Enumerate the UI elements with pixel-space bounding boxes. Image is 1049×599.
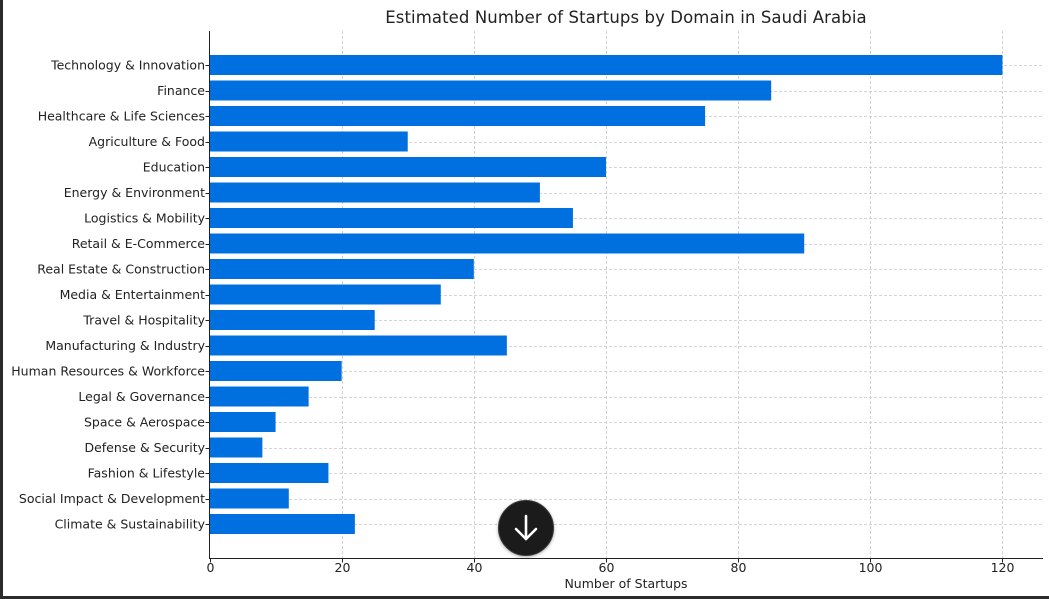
x-tick-label: 100 bbox=[859, 560, 883, 575]
y-tick-label: Climate & Sustainability bbox=[55, 517, 206, 532]
x-tick-label: 120 bbox=[991, 560, 1015, 575]
bar bbox=[209, 106, 706, 126]
bar bbox=[209, 514, 355, 534]
y-tick-label: Defense & Security bbox=[84, 440, 205, 455]
bar bbox=[209, 437, 263, 458]
x-tick-labels: 0 20 40 60 80 100 120 bbox=[207, 558, 1015, 575]
y-tick-label: Healthcare & Life Sciences bbox=[38, 109, 205, 124]
y-tick-label: Legal & Governance bbox=[78, 389, 205, 404]
bar bbox=[209, 412, 276, 432]
bar bbox=[209, 361, 342, 381]
bar bbox=[209, 208, 573, 228]
y-tick-labels: Technology & Innovation Finance Healthcare… bbox=[11, 58, 210, 532]
y-tick-label: Technology & Innovation bbox=[50, 58, 205, 73]
y-tick-label: Logistics & Mobility bbox=[84, 211, 205, 226]
arrow-down-icon bbox=[514, 514, 538, 541]
x-tick-label: 60 bbox=[599, 560, 615, 575]
y-tick-label: Education bbox=[143, 160, 205, 175]
y-tick-label: Human Resources & Workforce bbox=[11, 364, 205, 379]
bars bbox=[209, 55, 1003, 534]
y-tick-label: Social Impact & Development bbox=[19, 491, 205, 506]
bar bbox=[209, 463, 329, 483]
y-tick-label: Agriculture & Food bbox=[89, 134, 205, 149]
axes bbox=[209, 31, 1043, 559]
y-tick-label: Finance bbox=[157, 83, 205, 98]
y-tick-label: Manufacturing & Industry bbox=[45, 338, 205, 353]
y-tick-label: Travel & Hospitality bbox=[82, 313, 205, 328]
y-tick-label: Space & Aerospace bbox=[84, 415, 205, 430]
y-tick-label: Fashion & Lifestyle bbox=[88, 466, 206, 481]
x-tick-label: 0 bbox=[207, 560, 215, 575]
scroll-down-button[interactable] bbox=[498, 500, 554, 556]
x-axis-label: Number of Startups bbox=[564, 576, 687, 591]
bar bbox=[209, 233, 805, 254]
bar bbox=[209, 386, 309, 407]
y-tick-label: Media & Entertainment bbox=[60, 287, 206, 302]
bar bbox=[209, 335, 507, 356]
bar bbox=[209, 80, 772, 101]
bar bbox=[209, 131, 408, 152]
x-tick-label: 20 bbox=[335, 560, 351, 575]
bar bbox=[209, 259, 474, 279]
y-tick-label: Energy & Environment bbox=[64, 185, 205, 200]
x-tick-label: 40 bbox=[467, 560, 483, 575]
x-tick-label: 80 bbox=[731, 560, 747, 575]
bar bbox=[209, 55, 1003, 75]
y-tick-label: Retail & E-Commerce bbox=[72, 236, 206, 251]
bar bbox=[209, 157, 606, 177]
bar bbox=[209, 182, 540, 203]
bar bbox=[209, 284, 441, 305]
bar bbox=[209, 488, 289, 509]
chart-title: Estimated Number of Startups by Domain i… bbox=[385, 8, 867, 27]
y-tick-label: Real Estate & Construction bbox=[37, 262, 205, 277]
bar bbox=[209, 310, 375, 330]
